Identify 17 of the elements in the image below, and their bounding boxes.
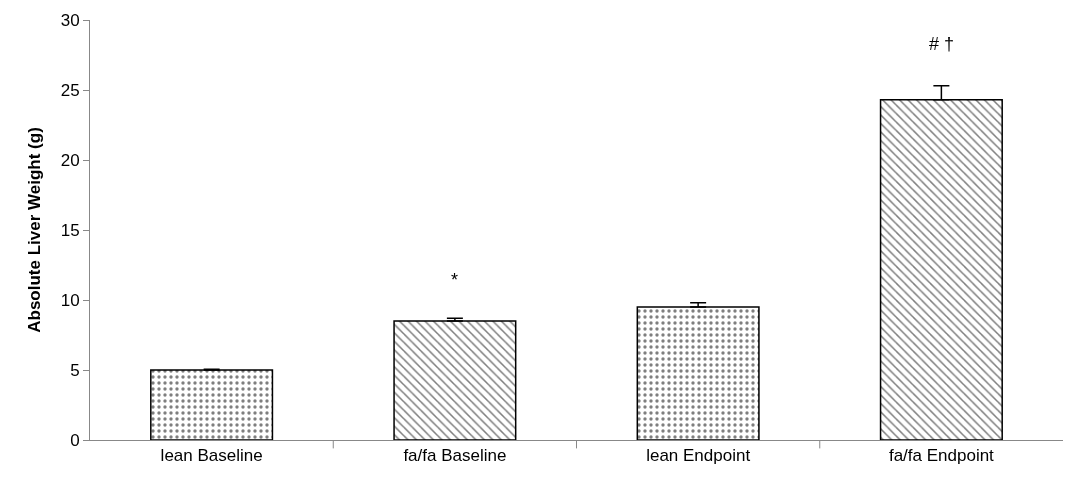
- x-tick-label: lean Baseline: [160, 446, 263, 466]
- annotation: *: [451, 270, 459, 290]
- bar: [393, 320, 517, 440]
- y-tick-label: 10: [60, 290, 80, 310]
- x-tick-label: fa/fa Baseline: [403, 446, 507, 466]
- y-tick-label: 25: [60, 80, 80, 100]
- y-tick-label: 20: [60, 150, 80, 170]
- y-tick-label: 15: [60, 220, 80, 240]
- x-tick-label: lean Endpoint: [646, 446, 751, 466]
- bar: [636, 306, 760, 440]
- y-tick-label: 0: [70, 430, 80, 450]
- bar: [150, 369, 274, 440]
- y-tick-label: 5: [70, 360, 80, 380]
- x-tick-label: fa/fa Endpoint: [888, 446, 995, 466]
- y-tick-label: 30: [60, 10, 80, 30]
- y-axis-title: Absolute Liver Weight (g): [25, 127, 45, 333]
- annotation: # †: [929, 34, 955, 54]
